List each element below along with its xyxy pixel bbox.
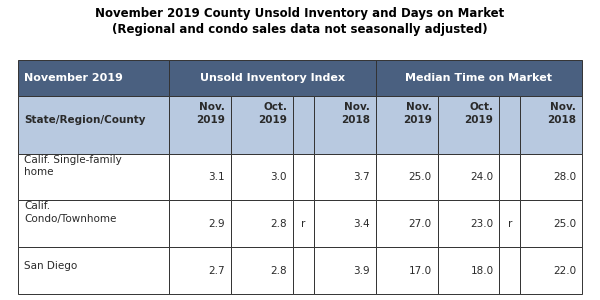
- Bar: [18, 96, 169, 154]
- Text: 24.0: 24.0: [470, 172, 493, 182]
- Text: November 2019: November 2019: [24, 73, 123, 83]
- Bar: [293, 200, 314, 247]
- Bar: [231, 200, 293, 247]
- Text: r: r: [508, 219, 512, 229]
- Bar: [169, 60, 376, 96]
- Bar: [499, 154, 520, 200]
- Bar: [376, 60, 582, 96]
- Bar: [437, 247, 499, 294]
- Bar: [169, 200, 231, 247]
- Text: Nov.
2018: Nov. 2018: [341, 102, 370, 125]
- Text: Calif. Single-family
home: Calif. Single-family home: [24, 154, 122, 177]
- Bar: [520, 247, 582, 294]
- Bar: [437, 200, 499, 247]
- Text: r: r: [301, 219, 305, 229]
- Text: 18.0: 18.0: [470, 266, 493, 276]
- Text: Nov.
2018: Nov. 2018: [547, 102, 576, 125]
- Bar: [376, 96, 437, 154]
- Bar: [520, 200, 582, 247]
- Bar: [231, 96, 293, 154]
- Bar: [520, 154, 582, 200]
- Bar: [376, 200, 437, 247]
- Text: November 2019 County Unsold Inventory and Days on Market: November 2019 County Unsold Inventory an…: [95, 8, 505, 20]
- Text: 17.0: 17.0: [409, 266, 431, 276]
- Text: Oct.
2019: Oct. 2019: [258, 102, 287, 125]
- Text: 3.9: 3.9: [353, 266, 370, 276]
- Bar: [231, 154, 293, 200]
- Text: Nov.
2019: Nov. 2019: [403, 102, 431, 125]
- Text: 27.0: 27.0: [409, 219, 431, 229]
- Text: Calif.
Condo/Townhome: Calif. Condo/Townhome: [24, 201, 116, 224]
- Text: 3.7: 3.7: [353, 172, 370, 182]
- Bar: [18, 247, 169, 294]
- Text: 3.1: 3.1: [209, 172, 225, 182]
- Text: 2.8: 2.8: [271, 219, 287, 229]
- Bar: [499, 247, 520, 294]
- Bar: [314, 247, 376, 294]
- Text: (Regional and condo sales data not seasonally adjusted): (Regional and condo sales data not seaso…: [112, 22, 488, 35]
- Bar: [314, 96, 376, 154]
- Bar: [499, 96, 520, 154]
- Text: San Diego: San Diego: [24, 261, 77, 271]
- Bar: [437, 154, 499, 200]
- Bar: [18, 154, 169, 200]
- Bar: [314, 154, 376, 200]
- Bar: [293, 154, 314, 200]
- Bar: [314, 200, 376, 247]
- Bar: [169, 96, 231, 154]
- Bar: [293, 96, 314, 154]
- Bar: [231, 247, 293, 294]
- Text: Median Time on Market: Median Time on Market: [406, 73, 553, 83]
- Text: 3.4: 3.4: [353, 219, 370, 229]
- Text: 25.0: 25.0: [409, 172, 431, 182]
- Bar: [520, 96, 582, 154]
- Text: Oct.
2019: Oct. 2019: [464, 102, 493, 125]
- Text: 22.0: 22.0: [553, 266, 576, 276]
- Bar: [18, 60, 169, 96]
- Text: 2.7: 2.7: [209, 266, 225, 276]
- Text: 2.8: 2.8: [271, 266, 287, 276]
- Text: Nov.
2019: Nov. 2019: [196, 102, 225, 125]
- Bar: [376, 247, 437, 294]
- Bar: [169, 247, 231, 294]
- Bar: [437, 96, 499, 154]
- Text: 28.0: 28.0: [553, 172, 576, 182]
- Text: 25.0: 25.0: [553, 219, 576, 229]
- Bar: [169, 154, 231, 200]
- Text: 2.9: 2.9: [209, 219, 225, 229]
- Text: 3.0: 3.0: [271, 172, 287, 182]
- Bar: [293, 247, 314, 294]
- Bar: [499, 200, 520, 247]
- Text: State/Region/County: State/Region/County: [24, 115, 146, 125]
- Bar: [376, 154, 437, 200]
- Text: 23.0: 23.0: [470, 219, 493, 229]
- Bar: [18, 200, 169, 247]
- Text: Unsold Inventory Index: Unsold Inventory Index: [200, 73, 345, 83]
